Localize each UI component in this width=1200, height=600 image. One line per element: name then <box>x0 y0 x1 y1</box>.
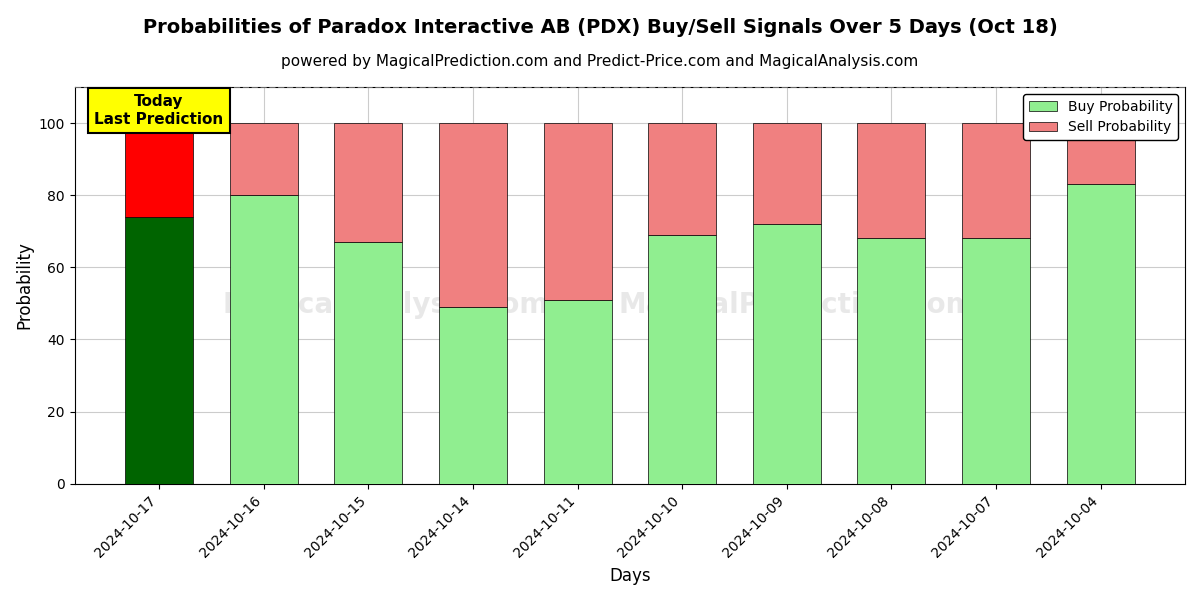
Text: MagicalAnalysis.com: MagicalAnalysis.com <box>222 291 548 319</box>
Bar <box>229 123 298 195</box>
Bar <box>648 123 716 235</box>
Bar <box>857 238 925 484</box>
Legend: Buy Probability, Sell Probability: Buy Probability, Sell Probability <box>1024 94 1178 140</box>
Bar <box>752 224 821 484</box>
Bar <box>648 235 716 484</box>
Bar <box>229 195 298 484</box>
Text: Probabilities of Paradox Interactive AB (PDX) Buy/Sell Signals Over 5 Days (Oct : Probabilities of Paradox Interactive AB … <box>143 18 1057 37</box>
Text: Today
Last Prediction: Today Last Prediction <box>95 94 223 127</box>
Bar <box>335 242 402 484</box>
Bar <box>335 123 402 242</box>
Bar <box>962 123 1030 238</box>
Bar <box>1067 123 1134 184</box>
Text: powered by MagicalPrediction.com and Predict-Price.com and MagicalAnalysis.com: powered by MagicalPrediction.com and Pre… <box>281 54 919 69</box>
Bar <box>752 123 821 224</box>
Bar <box>962 238 1030 484</box>
X-axis label: Days: Days <box>610 567 650 585</box>
Bar <box>544 300 612 484</box>
Bar <box>1067 184 1134 484</box>
Bar <box>857 123 925 238</box>
Text: MagicalPrediction.com: MagicalPrediction.com <box>618 291 974 319</box>
Bar <box>439 123 506 307</box>
Bar <box>544 123 612 300</box>
Bar <box>125 123 193 217</box>
Y-axis label: Probability: Probability <box>16 241 34 329</box>
Bar <box>125 217 193 484</box>
Bar <box>439 307 506 484</box>
